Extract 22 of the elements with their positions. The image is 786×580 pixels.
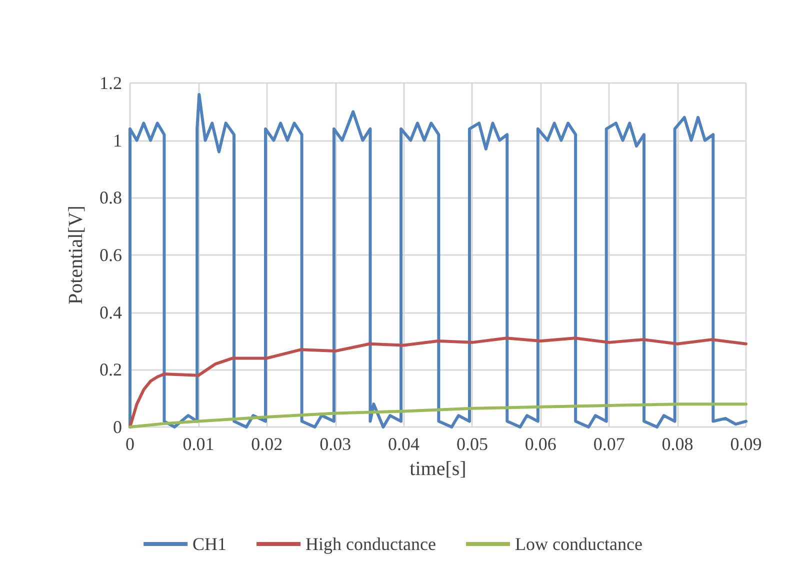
y-tick-label: 1 <box>113 130 122 150</box>
x-tick-label: 0.02 <box>251 434 283 454</box>
y-tick-label: 0 <box>113 417 122 437</box>
x-tick-label: 0.06 <box>524 434 556 454</box>
x-tick-label: 0 <box>126 434 134 454</box>
x-tick-label: 0.07 <box>593 434 625 454</box>
y-tick-label: 0.4 <box>100 302 122 322</box>
y-tick-label: 0.6 <box>100 245 122 265</box>
legend-label: CH1 <box>192 534 227 554</box>
legend-label: Low conductance <box>515 534 642 554</box>
y-tick-label: 0.8 <box>100 188 122 208</box>
x-tick-label: 0.05 <box>456 434 488 454</box>
x-tick-label: 0.08 <box>662 434 694 454</box>
x-tick-label: 0.04 <box>388 434 420 454</box>
y-tick-label: 0.2 <box>100 360 122 380</box>
x-tick-label: 0.03 <box>320 434 352 454</box>
x-tick-label: 0.01 <box>182 434 214 454</box>
y-axis-title: Potential[V] <box>65 206 87 304</box>
x-tick-label: 0.09 <box>730 434 762 454</box>
y-tick-label: 1.2 <box>100 73 122 93</box>
x-axis-title: time[s] <box>410 458 466 480</box>
legend-label: High conductance <box>306 534 436 554</box>
